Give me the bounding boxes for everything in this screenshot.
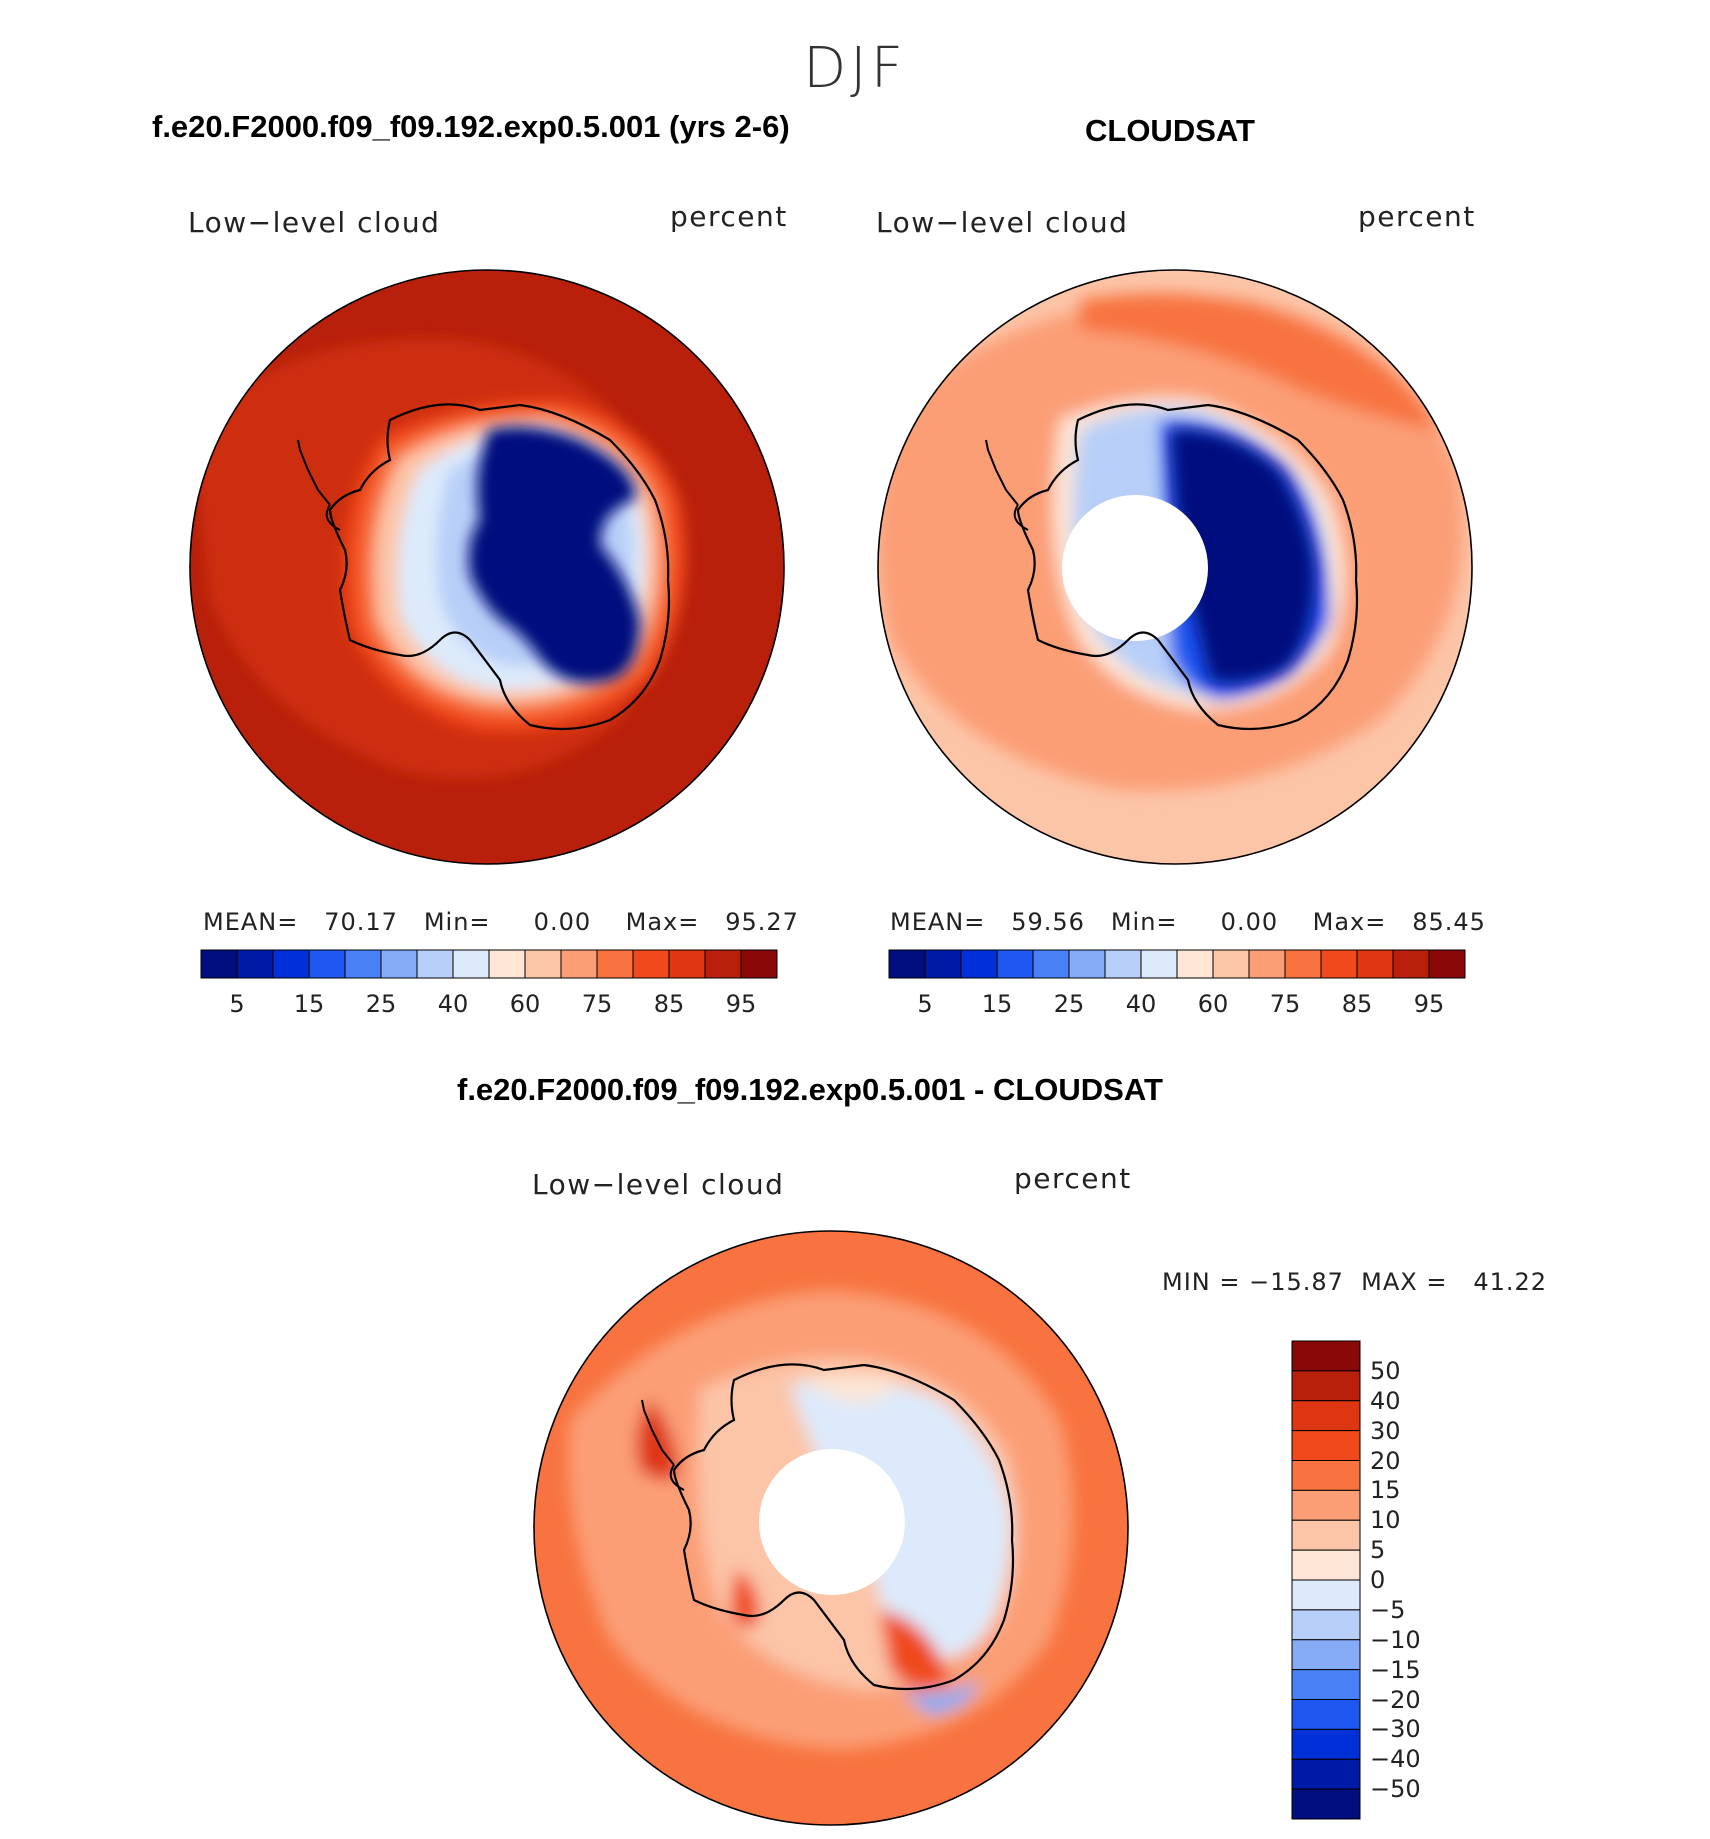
diff-variable-label: Low−level cloud (532, 1168, 785, 1201)
diff-colorbar-tick: 30 (1370, 1416, 1401, 1445)
model-colorbar-box (272, 949, 310, 979)
diff-colorbar-tick: −20 (1370, 1685, 1421, 1714)
model-colorbar-box (524, 949, 562, 979)
diff-colorbar-tick: 15 (1370, 1476, 1401, 1505)
model-colorbar-box (596, 949, 634, 979)
diff-colorbar-tick: −30 (1370, 1715, 1421, 1744)
obs-colorbar-box (1068, 949, 1106, 979)
diff-colorbar-tick: −50 (1370, 1775, 1421, 1804)
obs-colorbar-tick: 15 (981, 990, 1013, 1018)
model-colorbar-tick: 60 (509, 990, 541, 1018)
obs-colorbar-tick: 25 (1053, 990, 1085, 1018)
season-title: DJF (803, 36, 907, 101)
diff-colorbar-box (1291, 1728, 1361, 1760)
model-colorbar-tick: 25 (365, 990, 397, 1018)
model-colorbar-box (200, 949, 238, 979)
diff-colorbar-box (1291, 1788, 1361, 1820)
diff-colorbar-box (1291, 1639, 1361, 1671)
diff-colorbar-box (1291, 1519, 1361, 1551)
obs-colorbar-tick: 40 (1125, 990, 1157, 1018)
obs-colorbar-tick: 60 (1197, 990, 1229, 1018)
diff-colorbar-tick: −5 (1370, 1595, 1406, 1624)
model-colorbar-box (488, 949, 526, 979)
model-colorbar-box (344, 949, 382, 979)
diff-colorbar-tick: 5 (1370, 1536, 1386, 1565)
diff-colorbar-box (1291, 1699, 1361, 1730)
obs-colorbar-box (1428, 949, 1466, 979)
diff-colorbar-tick: 10 (1370, 1506, 1401, 1535)
diff-colorbar-tick: 0 (1370, 1566, 1386, 1594)
diff-colorbar-box (1291, 1609, 1361, 1641)
obs-colorbar-box (1140, 949, 1178, 979)
obs-variable-label: Low−level cloud (876, 206, 1129, 239)
diff-colorbar-box (1291, 1758, 1361, 1790)
model-colorbar-tick: 15 (293, 990, 325, 1018)
model-colorbar-tick: 85 (653, 990, 685, 1018)
obs-colorbar-tick: 95 (1413, 990, 1445, 1018)
diff-colorbar-box (1291, 1489, 1361, 1521)
obs-colorbar (888, 949, 1466, 979)
model-colorbar-tick: 75 (581, 990, 613, 1018)
model-colorbar-box (236, 949, 274, 979)
obs-colorbar-tick: 5 (917, 990, 933, 1018)
obs-panel-title: CLOUDSAT (1085, 113, 1255, 148)
model-colorbar-box (380, 949, 418, 979)
diff-colorbar-tick: 20 (1370, 1446, 1401, 1475)
model-variable-label: Low−level cloud (188, 206, 441, 239)
obs-colorbar-box (888, 949, 926, 979)
diff-colorbar-tick: −15 (1370, 1655, 1421, 1684)
obs-colorbar-box (1176, 949, 1214, 979)
diff-colorbar-ticks: 50 40 30 20 15 10 5 0 −5 −10 −15 −20 −30 −40 −50 (1370, 1341, 1490, 1821)
diff-colorbar-tick: 40 (1370, 1386, 1401, 1415)
model-colorbar-box (452, 949, 490, 979)
diff-colorbar-tick: 50 (1370, 1356, 1401, 1385)
model-panel-title: f.e20.F2000.f09_f09.192.exp0.5.001 (yrs … (152, 109, 790, 144)
diff-colorbar-box (1291, 1370, 1361, 1402)
obs-colorbar-box (1320, 949, 1358, 979)
diff-colorbar-tick: −40 (1370, 1745, 1421, 1774)
model-colorbar-box (560, 949, 598, 979)
model-colorbar-tick: 5 (229, 990, 245, 1018)
obs-colorbar-box (924, 949, 962, 979)
obs-stats: MEAN= 59.56 Min= 0.00 Max= 85.45 (890, 908, 1486, 936)
model-colorbar-box (668, 949, 706, 979)
obs-colorbar-box (1284, 949, 1322, 979)
obs-colorbar-box (1356, 949, 1394, 979)
diff-panel-title: f.e20.F2000.f09_f09.192.exp0.5.001 - CLO… (457, 1072, 1163, 1107)
diff-colorbar-tick: −10 (1370, 1625, 1421, 1654)
obs-colorbar-box (1248, 949, 1286, 979)
diff-units-label: percent (1014, 1162, 1132, 1195)
diff-colorbar-box (1291, 1430, 1361, 1461)
diff-colorbar-box (1291, 1340, 1361, 1372)
model-colorbar (200, 949, 778, 979)
obs-colorbar-tick: 75 (1269, 990, 1301, 1018)
model-colorbar-box (740, 949, 778, 979)
model-colorbar-ticks: 5 15 25 40 60 75 85 95 (201, 990, 777, 1020)
diff-colorbar (1291, 1340, 1361, 1820)
obs-colorbar-tick: 85 (1341, 990, 1373, 1018)
obs-units-label: percent (1358, 200, 1476, 233)
diff-stats: MIN = −15.87 MAX = 41.22 (1162, 1268, 1548, 1296)
diff-colorbar-box (1291, 1579, 1361, 1611)
diff-colorbar-box (1291, 1549, 1361, 1581)
model-stats: MEAN= 70.17 Min= 0.00 Max= 95.27 (203, 908, 799, 936)
diff-colorbar-box (1291, 1460, 1361, 1491)
model-colorbar-tick: 95 (725, 990, 757, 1018)
obs-colorbar-ticks: 5 15 25 40 60 75 85 95 (889, 990, 1465, 1020)
diff-colorbar-box (1291, 1669, 1361, 1700)
model-units-label: percent (670, 200, 788, 233)
obs-colorbar-box (996, 949, 1034, 979)
diff-colorbar-box (1291, 1400, 1361, 1432)
model-colorbar-tick: 40 (437, 990, 469, 1018)
